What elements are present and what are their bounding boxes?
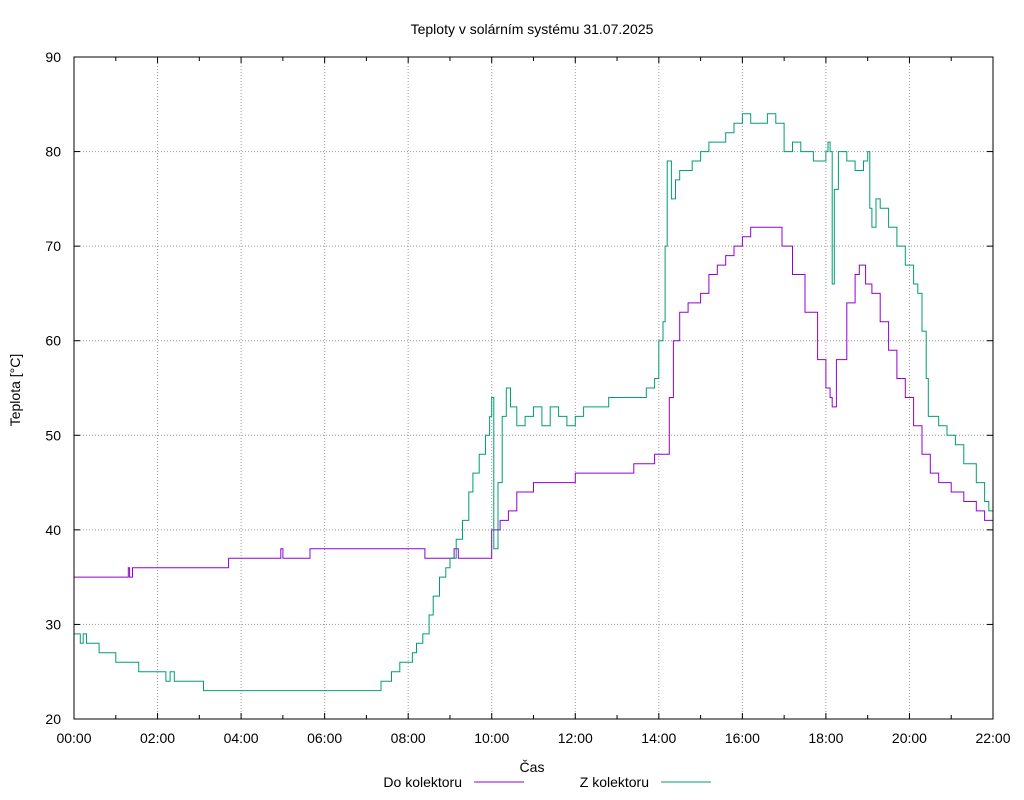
y-tick-label: 90 bbox=[45, 49, 61, 65]
axis-ticks: 20 30 40 50 60 70 80 90 00:00 02:00 04:00 06:00 08:0… bbox=[45, 49, 1010, 746]
x-tick-label: 14:00 bbox=[641, 730, 676, 746]
x-tick-label: 16:00 bbox=[725, 730, 760, 746]
y-tick-label: 80 bbox=[45, 144, 61, 160]
series-line-z-kolektoru bbox=[74, 113, 994, 692]
series-layer bbox=[74, 113, 994, 692]
x-tick-label: 06:00 bbox=[307, 730, 342, 746]
x-axis-label: Čas bbox=[520, 759, 545, 775]
x-tick-label: 02:00 bbox=[140, 730, 175, 746]
y-tick-label: 70 bbox=[45, 238, 61, 254]
y-tick-label: 50 bbox=[45, 427, 61, 443]
x-tick-label: 18:00 bbox=[808, 730, 843, 746]
y-tick-label: 60 bbox=[45, 333, 61, 349]
legend-label: Z kolektoru bbox=[580, 774, 649, 790]
x-tick-label: 22:00 bbox=[975, 730, 1010, 746]
y-tick-label: 20 bbox=[45, 711, 61, 727]
legend: Do kolektoru Z kolektoru bbox=[383, 774, 711, 790]
x-tick-label: 04:00 bbox=[224, 730, 259, 746]
plot-frame bbox=[73, 56, 994, 720]
chart-title: Teploty v solárním systému 31.07.2025 bbox=[411, 21, 654, 37]
legend-label: Do kolektoru bbox=[383, 774, 462, 790]
x-tick-label: 12:00 bbox=[558, 730, 593, 746]
x-tick-label: 08:00 bbox=[391, 730, 426, 746]
y-axis-label: Teplota [°C] bbox=[7, 354, 23, 427]
y-tick-label: 40 bbox=[45, 522, 61, 538]
x-tick-label: 10:00 bbox=[474, 730, 509, 746]
series-line-do-kolektoru bbox=[74, 226, 993, 578]
y-tick-label: 30 bbox=[45, 616, 61, 632]
grid-lines bbox=[74, 57, 993, 719]
x-tick-label: 20:00 bbox=[892, 730, 927, 746]
x-tick-label: 00:00 bbox=[56, 730, 91, 746]
